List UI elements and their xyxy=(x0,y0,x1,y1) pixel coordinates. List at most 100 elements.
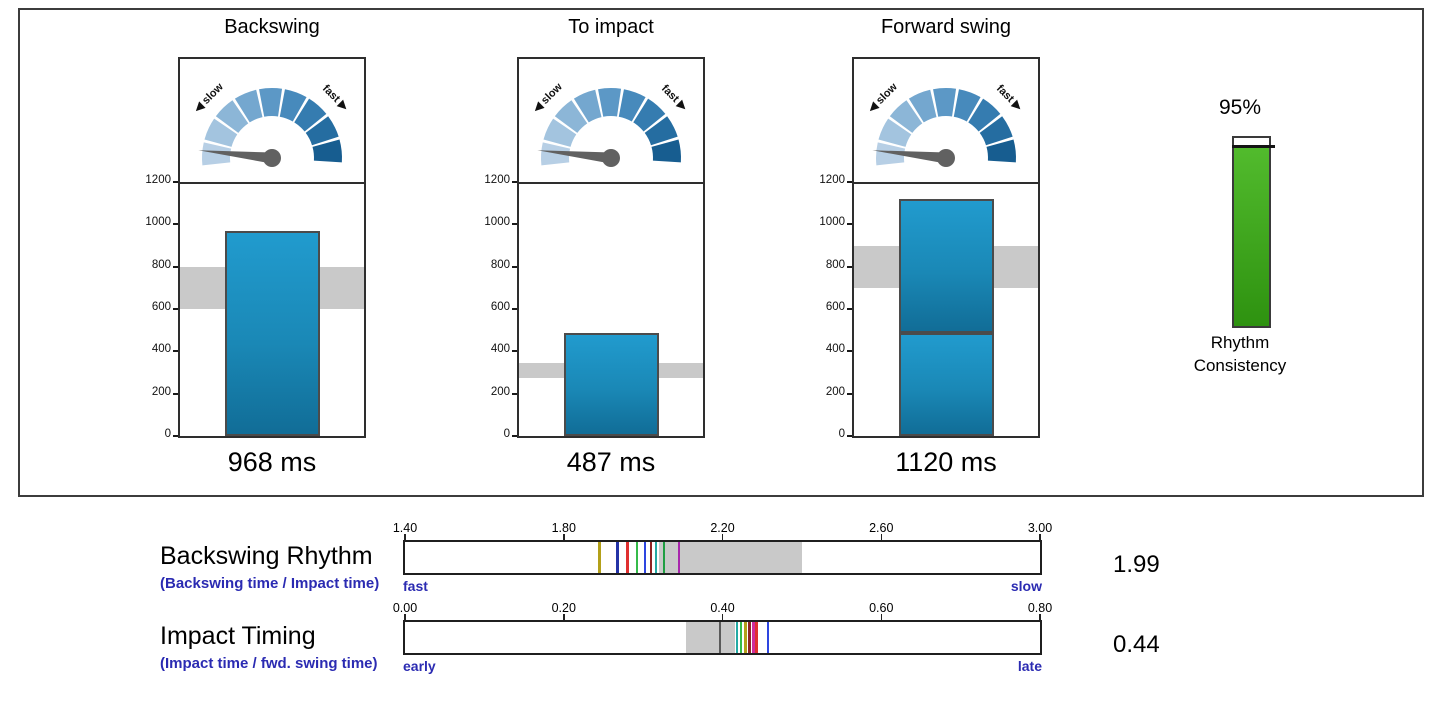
impact-timing-title: Impact Timing xyxy=(160,622,316,650)
y-axis-tick-mark xyxy=(173,392,178,395)
gauge-fast-label: fast ▶ xyxy=(320,83,351,114)
gauge-arc-segment xyxy=(644,116,678,146)
gauge-hub xyxy=(602,149,620,167)
impact-timing-left-end-label: early xyxy=(403,658,436,674)
backswing-rhythm-subtitle: (Backswing time / Impact time) xyxy=(160,575,380,592)
y-axis-tick-label: 600 xyxy=(490,301,510,313)
swing-marker-line xyxy=(766,622,769,653)
swing-marker-line xyxy=(748,622,751,653)
gauge-arc-segment xyxy=(540,142,571,166)
gauge-arc-segment xyxy=(953,89,981,122)
y-axis-tick-mark xyxy=(173,265,178,268)
scale-tick-label: 0.80 xyxy=(1027,601,1053,615)
y-axis-tick-mark xyxy=(847,435,852,437)
swing-marker-line xyxy=(739,622,742,653)
y-axis-tick-mark xyxy=(847,308,852,310)
gauge-hub xyxy=(263,149,281,167)
gauge-arc-segment xyxy=(986,139,1016,163)
swing-marker-line xyxy=(649,542,653,573)
backswing-rhythm-track xyxy=(403,540,1042,575)
y-axis-tick-label: 1200 xyxy=(819,174,845,186)
gauge-arc-segment xyxy=(573,89,602,123)
y-axis-tick-label: 600 xyxy=(151,301,171,313)
gauge-needle xyxy=(872,150,947,164)
gauge-arc-segment xyxy=(259,88,283,117)
scale-tick-mark xyxy=(563,614,565,620)
impact-timing-value: 0.44 xyxy=(1113,631,1160,658)
consistency-target-line xyxy=(1232,145,1275,148)
panel-title: To impact xyxy=(568,16,654,38)
consistency-label: Rhythm Consistency xyxy=(1165,331,1315,377)
scale-tick-label: 0.00 xyxy=(392,601,418,615)
y-axis-tick-mark xyxy=(847,181,852,183)
gauge-arc-segment xyxy=(279,89,307,122)
scale-tick-label: 2.60 xyxy=(869,521,894,535)
gauge-arc-segment xyxy=(878,118,912,147)
y-axis-tick-mark xyxy=(847,223,852,226)
scale-tick-mark xyxy=(1039,614,1041,620)
gauge-fast-label: fast ▶ xyxy=(659,83,690,114)
y-axis-tick-mark xyxy=(512,435,517,437)
y-axis-tick-mark xyxy=(512,350,517,353)
swing-marker-line xyxy=(598,542,601,573)
gauge-arc-segment xyxy=(979,116,1013,146)
swing-marker-line xyxy=(662,542,665,573)
gauge-arc-segment xyxy=(554,100,588,133)
scale-tick-label: 1.80 xyxy=(551,521,576,535)
gauge: ◀ slow fast ▶ xyxy=(854,59,1038,184)
y-axis-tick-mark xyxy=(512,308,517,310)
panel-chart-box: ◀ slow fast ▶ xyxy=(517,57,705,438)
gauge-arc-segment xyxy=(215,100,249,133)
y-axis-tick-mark xyxy=(173,435,178,437)
scale-tick-label: 0.40 xyxy=(710,601,735,615)
panel-value: 1120 ms xyxy=(895,447,997,477)
y-axis-tick-label: 1000 xyxy=(819,216,845,229)
swing-marker-line xyxy=(643,542,647,573)
tempo-gauge: ◀ slow fast ▶ xyxy=(191,81,351,167)
time-bar-segment xyxy=(563,332,659,436)
y-axis-tick-mark xyxy=(173,181,178,183)
gauge-needle xyxy=(537,150,612,164)
scale-tick-mark xyxy=(721,534,724,540)
y-axis-tick-mark xyxy=(512,265,517,268)
scale-tick-label: 1.40 xyxy=(392,521,418,535)
y-axis-tick-label: 800 xyxy=(825,258,845,271)
y-axis-tick-mark xyxy=(512,392,517,395)
gauge-arc-segment xyxy=(875,142,906,166)
y-axis-tick-label: 400 xyxy=(490,343,510,356)
swing-marker-line xyxy=(752,622,755,653)
consistency-label-line2: Consistency xyxy=(1193,356,1287,375)
y-axis-tick-mark xyxy=(512,181,517,183)
tempo-gauge: ◀ slow fast ▶ xyxy=(865,81,1025,167)
swing-marker-line xyxy=(626,542,629,573)
panel-value: 487 ms xyxy=(566,447,656,477)
gauge-arc-segment xyxy=(908,89,937,123)
gauge: ◀ slow fast ▶ xyxy=(519,59,703,184)
y-axis-tick-mark xyxy=(847,265,852,268)
gauge-hub xyxy=(937,149,955,167)
gauge-arc-segment xyxy=(968,98,1001,132)
y-axis-tick-label: 200 xyxy=(151,385,171,398)
scale-target-band xyxy=(659,542,802,573)
y-axis-tick-label: 1000 xyxy=(145,216,171,229)
gauge-arc-segment xyxy=(598,88,622,117)
gauge-arc-segment xyxy=(305,116,339,146)
y-axis-tick-mark xyxy=(512,223,517,226)
panel-title: Backswing xyxy=(224,16,320,38)
gauge: ◀ slow fast ▶ xyxy=(180,59,364,184)
scale-tick-mark xyxy=(563,534,565,540)
y-axis-tick-label: 600 xyxy=(825,301,845,313)
y-axis-tick-label: 0 xyxy=(164,428,171,440)
consistency-label-line1: Rhythm xyxy=(1210,333,1270,352)
y-axis-tick-mark xyxy=(173,350,178,353)
y-axis-tick-mark xyxy=(173,223,178,226)
y-axis-tick-label: 800 xyxy=(151,258,171,271)
impact-timing-subtitle: (Impact time / fwd. swing time) xyxy=(160,655,378,672)
swing-marker-line xyxy=(635,542,639,573)
y-axis-tick-label: 400 xyxy=(825,343,845,356)
gauge-arc-segment xyxy=(889,100,923,133)
panel-chart-box: ◀ slow fast ▶ xyxy=(178,57,366,438)
scale-tick-mark xyxy=(404,534,406,540)
gauge-arc-segment xyxy=(201,142,232,166)
